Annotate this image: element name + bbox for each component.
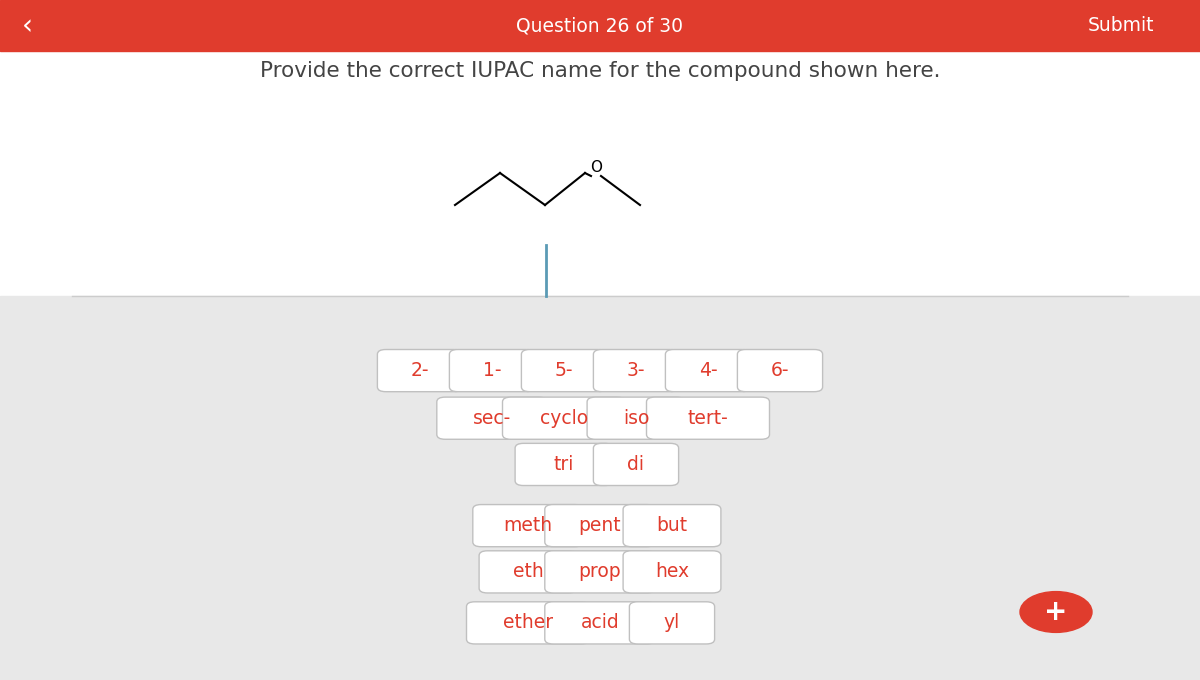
Text: iso: iso xyxy=(623,409,649,428)
FancyBboxPatch shape xyxy=(545,505,655,547)
Text: but: but xyxy=(656,516,688,535)
FancyBboxPatch shape xyxy=(521,350,606,392)
FancyBboxPatch shape xyxy=(630,602,715,644)
Text: sec-: sec- xyxy=(473,409,511,428)
FancyBboxPatch shape xyxy=(665,350,751,392)
FancyBboxPatch shape xyxy=(587,397,685,439)
Text: Question 26 of 30: Question 26 of 30 xyxy=(516,16,684,35)
FancyBboxPatch shape xyxy=(377,350,463,392)
Bar xyxy=(0,296,1200,680)
FancyBboxPatch shape xyxy=(647,397,769,439)
Text: O: O xyxy=(590,160,602,175)
Text: yl: yl xyxy=(664,613,680,632)
Text: Submit: Submit xyxy=(1088,16,1154,35)
Text: pent: pent xyxy=(578,516,622,535)
FancyBboxPatch shape xyxy=(479,551,577,593)
FancyBboxPatch shape xyxy=(545,551,655,593)
Text: tert-: tert- xyxy=(688,409,728,428)
Circle shape xyxy=(1020,592,1092,632)
Text: ‹: ‹ xyxy=(22,12,32,39)
Text: prop: prop xyxy=(578,562,622,581)
FancyBboxPatch shape xyxy=(594,443,679,486)
Text: eth: eth xyxy=(512,562,544,581)
Text: cyclo: cyclo xyxy=(540,409,588,428)
FancyBboxPatch shape xyxy=(467,602,589,644)
Bar xyxy=(0,0,1200,51)
FancyBboxPatch shape xyxy=(449,350,534,392)
Text: tri: tri xyxy=(554,455,574,474)
Text: +: + xyxy=(1044,598,1068,626)
Text: Provide the correct IUPAC name for the compound shown here.: Provide the correct IUPAC name for the c… xyxy=(259,61,941,82)
FancyBboxPatch shape xyxy=(594,350,679,392)
Text: 4-: 4- xyxy=(698,361,718,380)
FancyBboxPatch shape xyxy=(515,443,613,486)
Text: acid: acid xyxy=(581,613,619,632)
Text: ether: ether xyxy=(503,613,553,632)
Text: meth: meth xyxy=(504,516,552,535)
FancyBboxPatch shape xyxy=(545,602,655,644)
Text: 6-: 6- xyxy=(770,361,790,380)
FancyBboxPatch shape xyxy=(503,397,625,439)
FancyBboxPatch shape xyxy=(473,505,583,547)
FancyBboxPatch shape xyxy=(437,397,547,439)
FancyBboxPatch shape xyxy=(623,505,721,547)
Text: 5-: 5- xyxy=(554,361,574,380)
Text: hex: hex xyxy=(655,562,689,581)
Text: 3-: 3- xyxy=(626,361,646,380)
Text: 2-: 2- xyxy=(410,361,430,380)
FancyBboxPatch shape xyxy=(623,551,721,593)
FancyBboxPatch shape xyxy=(737,350,823,392)
Text: di: di xyxy=(628,455,644,474)
Text: 1-: 1- xyxy=(482,361,502,380)
Bar xyxy=(0,0,1200,296)
